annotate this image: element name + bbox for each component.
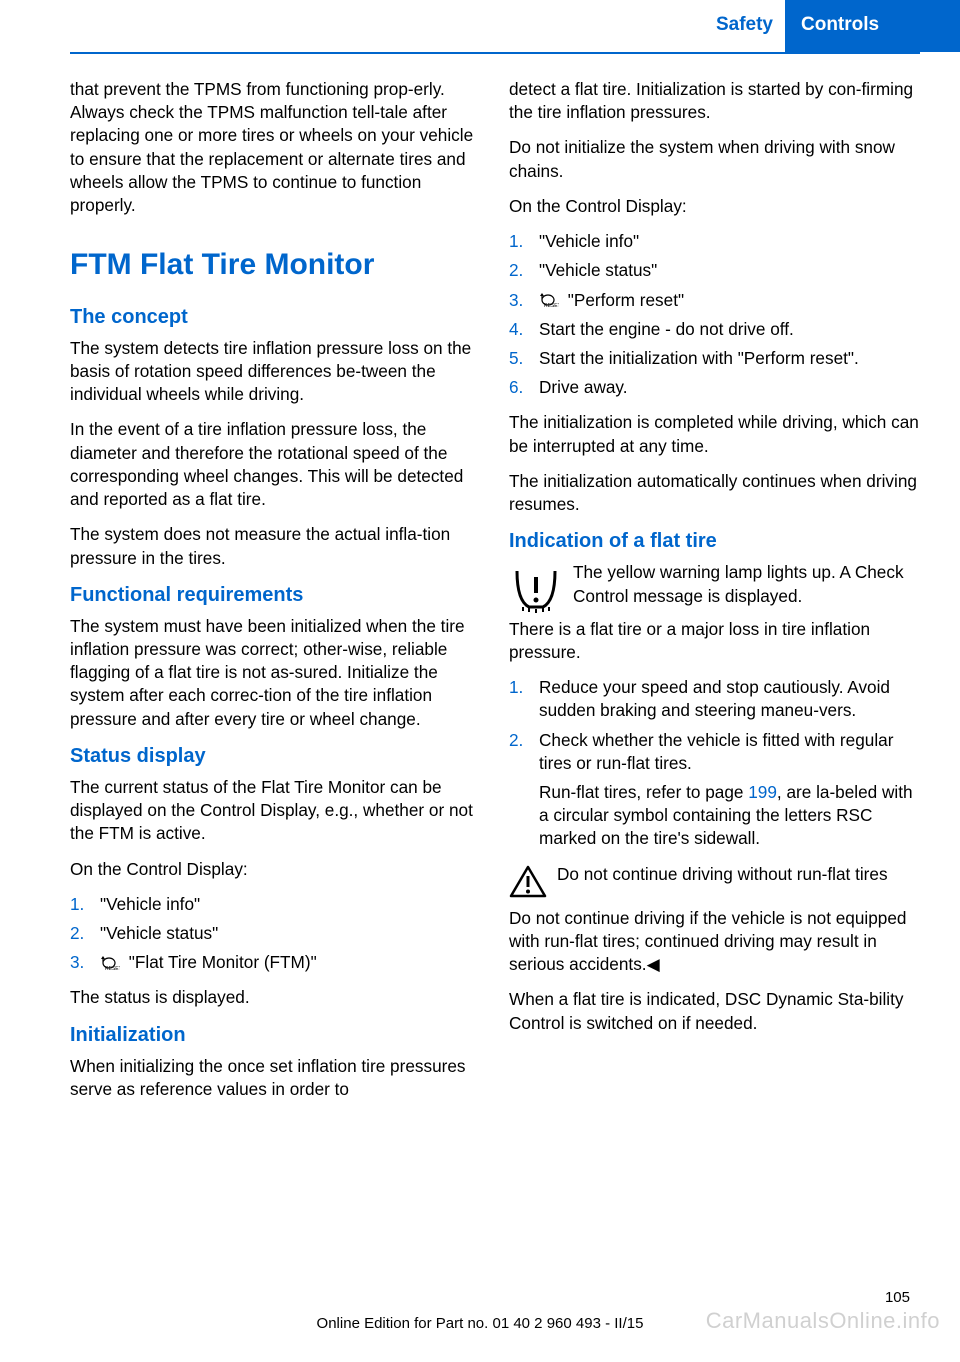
list-number: 6. <box>509 376 523 399</box>
concept-p2: In the event of a tire inflation pressur… <box>70 418 481 511</box>
subheading-functional: Functional requirements <box>70 582 481 609</box>
reset-icon: RESET <box>100 954 120 970</box>
tire-warning-icon <box>509 563 563 613</box>
list-item: 2. "Vehicle status" <box>509 259 920 282</box>
status-p2: On the Control Display: <box>70 858 481 881</box>
list-text: "Perform reset" <box>563 290 684 310</box>
caution-icon <box>509 865 547 899</box>
init-p4: The initialization is completed while dr… <box>509 411 920 457</box>
list-text: Reduce your speed and stop cautiously. A… <box>539 677 890 720</box>
init-p2: Do not initialize the system when drivin… <box>509 136 920 182</box>
concept-p1: The system detects tire inflation pressu… <box>70 337 481 407</box>
list-item: 4. Start the engine - do not drive off. <box>509 318 920 341</box>
page-number: 105 <box>885 1289 910 1306</box>
status-p3: The status is displayed. <box>70 986 481 1009</box>
functional-p1: The system must have been initialized wh… <box>70 615 481 731</box>
list-item: 5. Start the initialization with "Perform… <box>509 347 920 370</box>
page-content: that prevent the TPMS from functioning p… <box>70 78 920 1282</box>
list-text: "Vehicle info" <box>539 231 639 251</box>
init-p5: The initialization automatically continu… <box>509 470 920 516</box>
list-item: 6. Drive away. <box>509 376 920 399</box>
init-p3: On the Control Display: <box>509 195 920 218</box>
list-text: "Vehicle status" <box>100 923 218 943</box>
dsc-paragraph: When a flat tire is indicated, DSC Dynam… <box>509 988 920 1034</box>
init-continuation: detect a flat tire. Initialization is st… <box>509 78 920 124</box>
list-number: 2. <box>70 922 84 945</box>
list-text: Start the initialization with "Perform r… <box>539 348 859 368</box>
subheading-initialization: Initialization <box>70 1022 481 1049</box>
init-p1: When initializing the once set inflation… <box>70 1055 481 1101</box>
list-text: "Vehicle info" <box>100 894 200 914</box>
subheading-status: Status display <box>70 743 481 770</box>
list-item: 1. "Vehicle info" <box>70 893 481 916</box>
status-p1: The current status of the Flat Tire Moni… <box>70 776 481 846</box>
header-safety-label: Safety <box>716 0 785 52</box>
list-number: 1. <box>509 676 523 699</box>
list-number: 4. <box>509 318 523 341</box>
caution-block: Do not continue driving without run-flat… <box>509 863 920 899</box>
runflat-pre: Run-flat tires, refer to page <box>539 782 748 802</box>
concept-p3: The system does not measure the actual i… <box>70 523 481 569</box>
svg-text:RESET: RESET <box>105 966 120 971</box>
list-number: 2. <box>509 259 523 282</box>
svg-text:RESET: RESET <box>544 303 559 308</box>
list-text: Start the engine - do not drive off. <box>539 319 794 339</box>
list-item: 2. Check whether the vehicle is fitted w… <box>509 729 920 851</box>
indication-list: 1. Reduce your speed and stop cautiously.… <box>509 676 920 851</box>
reset-icon: RESET <box>539 291 559 307</box>
header-divider <box>70 52 920 54</box>
list-number: 1. <box>509 230 523 253</box>
page-link-199[interactable]: 199 <box>748 782 777 802</box>
indication-p2: There is a flat tire or a major loss in … <box>509 618 920 664</box>
list-sub-text: Run-flat tires, refer to page 199, are l… <box>539 781 920 851</box>
header-controls-label: Controls <box>785 0 960 52</box>
indication-p1: The yellow warning lamp lights up. A Che… <box>509 561 920 607</box>
list-number: 3. <box>70 951 84 974</box>
list-item: 3. RESET "Perform reset" <box>509 289 920 312</box>
indication-block: The yellow warning lamp lights up. A Che… <box>509 561 920 664</box>
list-text: "Flat Tire Monitor (FTM)" <box>124 952 317 972</box>
subheading-indication: Indication of a flat tire <box>509 528 920 555</box>
watermark: CarManualsOnline.info <box>706 1308 940 1334</box>
list-item: 1. "Vehicle info" <box>509 230 920 253</box>
list-text: Check whether the vehicle is fitted with… <box>539 730 893 773</box>
list-item: 1. Reduce your speed and stop cautiously.… <box>509 676 920 722</box>
list-text: Drive away. <box>539 377 628 397</box>
intro-paragraph: that prevent the TPMS from functioning p… <box>70 78 481 217</box>
section-title-ftm: FTM Flat Tire Monitor <box>70 245 481 286</box>
page-header: Safety Controls <box>0 0 960 52</box>
list-item: 3. RESET "Flat Tire Monitor (FTM)" <box>70 951 481 974</box>
status-list: 1. "Vehicle info" 2. "Vehicle status" 3. R… <box>70 893 481 975</box>
subheading-concept: The concept <box>70 304 481 331</box>
init-list: 1. "Vehicle info" 2. "Vehicle status" 3. R… <box>509 230 920 399</box>
list-number: 3. <box>509 289 523 312</box>
caution-p1: Do not continue driving without run-flat… <box>509 863 920 886</box>
list-number: 2. <box>509 729 523 752</box>
list-number: 1. <box>70 893 84 916</box>
list-item: 2. "Vehicle status" <box>70 922 481 945</box>
list-number: 5. <box>509 347 523 370</box>
list-text: "Vehicle status" <box>539 260 657 280</box>
caution-p2: Do not continue driving if the vehicle i… <box>509 907 920 977</box>
